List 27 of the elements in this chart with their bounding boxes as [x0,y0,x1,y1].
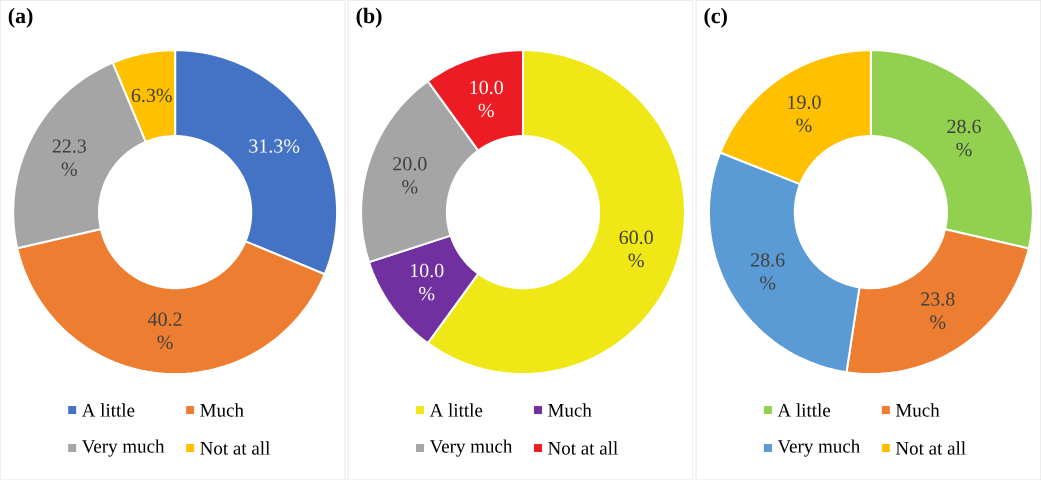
legend-label: Very much [429,439,513,457]
legend-label: Very much [81,439,165,457]
data-label: 22.3 % [52,139,87,176]
data-label: 23.8 % [921,292,955,329]
legend-label: Not at all [895,441,966,455]
legend-label: Very much [777,439,860,457]
data-label: 6.3% [131,88,172,103]
data-label: 60.0 % [619,230,653,268]
data-label: 31.3% [249,139,300,153]
legend-label: A little [429,403,483,417]
data-label: 40.2 % [147,312,182,349]
data-label: 10.0 % [470,80,503,118]
legend-label: A little [777,403,831,417]
data-label: 28.6 % [947,119,981,157]
chart-title: (b) [356,7,382,28]
chart-title: (a) [8,7,33,28]
legend-label: Much [548,403,592,417]
legend-label: Not at all [200,441,270,455]
legend-label: Much [895,403,940,417]
data-label: 20.0 % [393,156,427,194]
legend-label: Much [200,403,244,417]
data-label: 28.6 % [751,253,785,290]
legend-label: A little [81,403,135,417]
data-label: 10.0 % [410,263,444,301]
chart-title: (c) [704,7,727,28]
data-label: 19.0 % [788,95,821,132]
legend-label: Not at all [548,441,618,455]
